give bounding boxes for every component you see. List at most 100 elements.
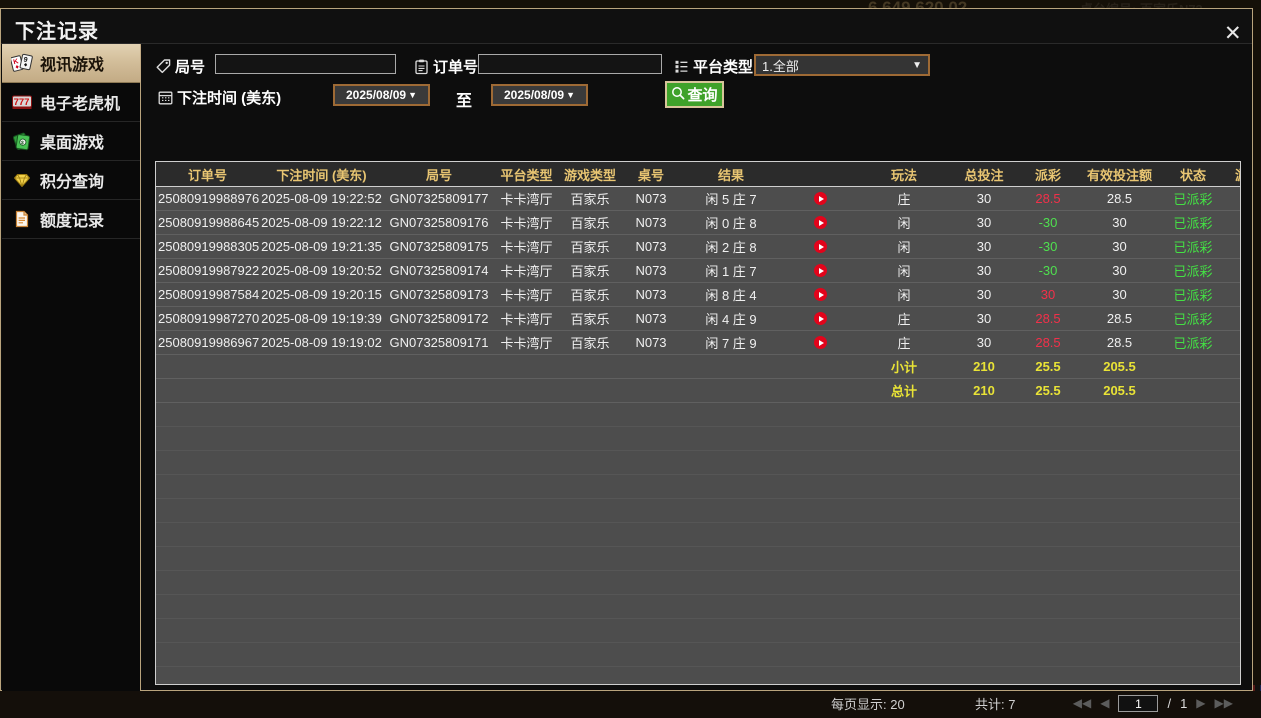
round-input[interactable]: [215, 54, 396, 74]
replay-button[interactable]: [781, 187, 859, 211]
cell-empty: [1224, 595, 1241, 619]
cell-empty: [559, 571, 621, 595]
next-page-icon[interactable]: ▶: [1196, 696, 1205, 710]
prev-page-icon[interactable]: ◀: [1100, 696, 1109, 710]
cell-empty: [681, 403, 781, 427]
sidebar-item-label: 桌面游戏: [40, 129, 104, 153]
cell-result: 闲 2 庄 8: [681, 235, 781, 259]
cell-empty: [494, 379, 559, 403]
sidebar-item-points-query[interactable]: 积分查询: [2, 161, 140, 200]
list-icon: [673, 58, 690, 75]
playing-cards-icon: K 9: [11, 52, 33, 74]
cell-empty: [1224, 451, 1241, 475]
first-page-icon[interactable]: ◀◀: [1073, 696, 1091, 710]
cell-game-type: 百家乐: [559, 307, 621, 331]
replay-button[interactable]: [781, 235, 859, 259]
sidebar-item-live-games[interactable]: K 9 视讯游戏: [2, 44, 140, 83]
cell-empty: [859, 667, 949, 686]
cell-status: 已派彩: [1162, 259, 1224, 283]
cell-empty: [1162, 523, 1224, 547]
replay-button[interactable]: [781, 211, 859, 235]
cell-empty: [621, 403, 681, 427]
cell-empty: [259, 571, 384, 595]
cell-summary-label: 总计: [859, 379, 949, 403]
replay-button[interactable]: [781, 259, 859, 283]
search-button[interactable]: 查询: [665, 81, 724, 108]
order-input[interactable]: [478, 54, 662, 74]
cell-order: 250809199872700: [156, 307, 259, 331]
sidebar-item-table-games[interactable]: $ 桌面游戏: [2, 122, 140, 161]
cell-result: 闲 1 庄 7: [681, 259, 781, 283]
last-page-icon[interactable]: ▶▶: [1215, 696, 1233, 710]
cell-empty: [781, 619, 859, 643]
date-to-picker[interactable]: 2025/08/09 ▼: [491, 84, 588, 106]
cell-empty: [156, 403, 259, 427]
cell-payout: -30: [1019, 259, 1077, 283]
cell-empty: [494, 619, 559, 643]
document-icon: [11, 208, 33, 230]
cell-empty: [621, 379, 681, 403]
cell-empty: [949, 475, 1019, 499]
cell-summary-total-bet: 210: [949, 355, 1019, 379]
cell-empty: [781, 571, 859, 595]
cell-empty: [621, 475, 681, 499]
close-icon[interactable]: ✕: [1218, 22, 1242, 46]
cell-platform: 卡卡湾厅: [494, 235, 559, 259]
platform-select[interactable]: 1.全部 ▼: [754, 54, 930, 76]
play-icon: [814, 312, 827, 325]
replay-button[interactable]: [781, 331, 859, 355]
col-table-no: 桌号: [621, 162, 681, 187]
cell-empty: [494, 571, 559, 595]
cell-round: GN07325809172: [384, 307, 494, 331]
cell-empty: [681, 667, 781, 686]
cell-payout: 30: [1019, 283, 1077, 307]
cell-empty: [156, 475, 259, 499]
col-platform: 平台类型: [494, 162, 559, 187]
chevron-down-icon: ▼: [408, 90, 417, 100]
col-total-bet: 总投注: [949, 162, 1019, 187]
cell-play: 庄: [859, 331, 949, 355]
cell-total-bet: 30: [949, 283, 1019, 307]
cell-empty: [156, 667, 259, 686]
page-number-input[interactable]: 1: [1118, 695, 1158, 712]
cell-empty: [781, 547, 859, 571]
sidebar-item-slots[interactable]: 777 电子老虎机: [2, 83, 140, 122]
cell-round: GN07325809176: [384, 211, 494, 235]
cell-empty: [259, 403, 384, 427]
records-table-container: 订单号 下注时间 (美东) 局号 平台类型 游戏类型 桌号 结果 玩法 总投注 …: [155, 161, 1241, 685]
cell-payout: 28.5: [1019, 307, 1077, 331]
cell-play: 闲: [859, 283, 949, 307]
platform-label: 平台类型: [693, 59, 753, 76]
cell-empty: [781, 643, 859, 667]
cell-empty: [681, 523, 781, 547]
replay-button[interactable]: [781, 283, 859, 307]
content-area: 局号 订单号 平台类型 1.全部: [141, 44, 1251, 689]
replay-button[interactable]: [781, 307, 859, 331]
cell-payout: 28.5: [1019, 331, 1077, 355]
play-icon: [814, 288, 827, 301]
cell-round: GN07325809173: [384, 283, 494, 307]
sidebar-item-credit-records[interactable]: 额度记录: [2, 200, 140, 239]
cell-empty: [1019, 475, 1077, 499]
cell-empty: [156, 595, 259, 619]
cell-empty: [949, 547, 1019, 571]
cell-empty: [559, 667, 621, 686]
cell-empty: [259, 379, 384, 403]
cell-empty: [681, 619, 781, 643]
cell-empty: [494, 403, 559, 427]
cell-result: 闲 4 庄 9: [681, 307, 781, 331]
cell-valid-bet: 30: [1077, 259, 1162, 283]
cell-game-mode: -: [1224, 235, 1241, 259]
date-from-picker[interactable]: 2025/08/09 ▼: [333, 84, 430, 106]
col-game-type: 游戏类型: [559, 162, 621, 187]
cell-bet-time: 2025-08-09 19:20:52: [259, 259, 384, 283]
cell-payout: -30: [1019, 235, 1077, 259]
